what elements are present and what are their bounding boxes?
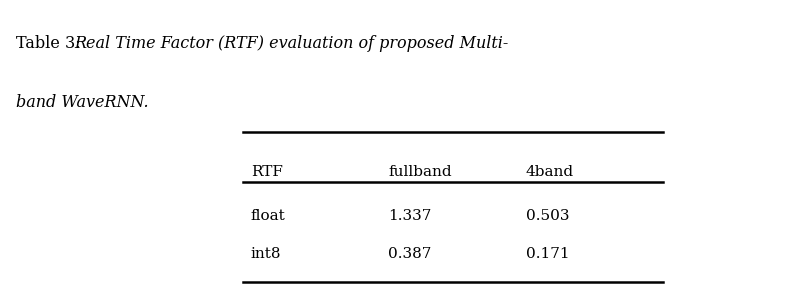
Text: RTF: RTF bbox=[251, 165, 282, 179]
Text: 1.337: 1.337 bbox=[388, 209, 432, 223]
Text: fullband: fullband bbox=[388, 165, 452, 179]
Text: float: float bbox=[251, 209, 286, 223]
Text: 0.171: 0.171 bbox=[526, 247, 570, 261]
Text: band WaveRNN.: band WaveRNN. bbox=[16, 94, 149, 111]
Text: 0.387: 0.387 bbox=[388, 247, 432, 261]
Text: Real Time Factor (RTF) evaluation of proposed Multi-: Real Time Factor (RTF) evaluation of pro… bbox=[74, 35, 509, 52]
Text: 4band: 4band bbox=[526, 165, 574, 179]
Text: 0.503: 0.503 bbox=[526, 209, 570, 223]
Text: int8: int8 bbox=[251, 247, 282, 261]
Text: Table 3:: Table 3: bbox=[16, 35, 86, 52]
